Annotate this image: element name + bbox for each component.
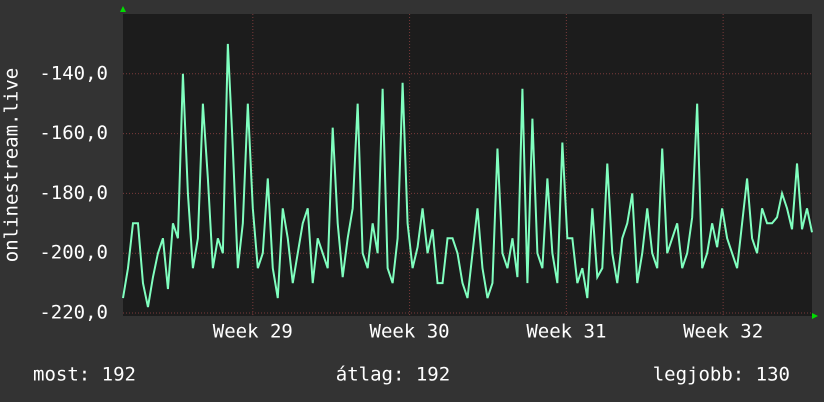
y-tick-label: -140,0 xyxy=(39,62,108,84)
y-tick-label: -220,0 xyxy=(39,302,108,324)
axis-arrow xyxy=(120,6,126,12)
x-tick-label: Week 32 xyxy=(683,321,763,343)
y-tick-label: -200,0 xyxy=(39,242,108,264)
y-axis-label: onlinestream.live xyxy=(1,68,23,262)
footer-stat: legjobb: 130 xyxy=(653,364,790,386)
axis-arrow xyxy=(812,313,818,319)
x-tick-label: Week 31 xyxy=(526,321,606,343)
x-tick-label: Week 29 xyxy=(213,321,293,343)
footer-stat: most: 192 xyxy=(33,364,136,386)
plot-area xyxy=(123,14,812,316)
x-tick-label: Week 30 xyxy=(370,321,450,343)
footer-stat: átlag: 192 xyxy=(336,364,450,386)
y-tick-label: -180,0 xyxy=(39,182,108,204)
y-tick-label: -160,0 xyxy=(39,122,108,144)
data-line xyxy=(122,43,813,308)
